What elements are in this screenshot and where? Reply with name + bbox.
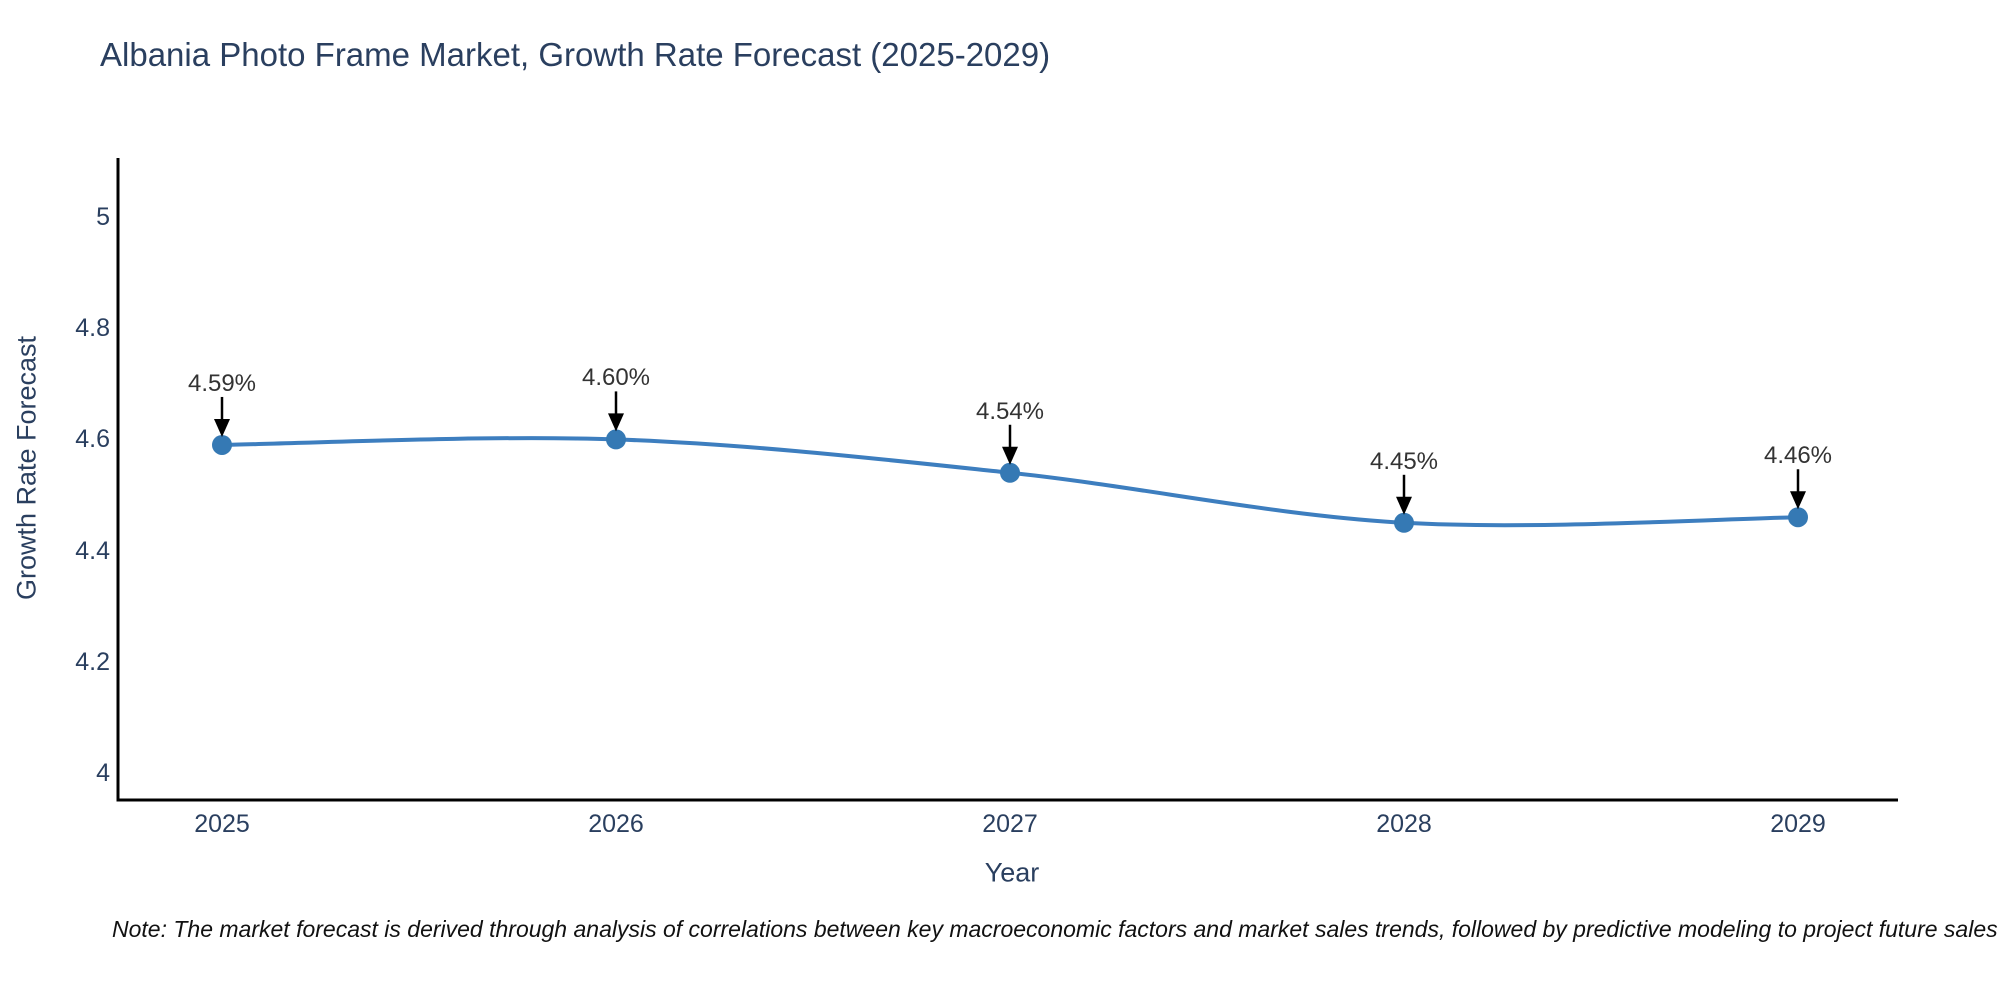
y-axis-tick-label: 4.8	[75, 314, 110, 343]
x-axis-tick-label: 2025	[194, 810, 250, 838]
point-value-label: 4.60%	[581, 364, 651, 392]
y-axis-tick-label: 5	[96, 203, 110, 231]
chart-footnote: Note: The market forecast is derived thr…	[112, 916, 1998, 942]
annotation-arrowhead-icon	[1396, 496, 1412, 515]
x-axis-title: Year	[984, 857, 1040, 888]
data-point[interactable]	[1788, 507, 1808, 528]
annotation-arrowhead-icon	[1790, 491, 1806, 510]
point-value-label: 4.59%	[187, 369, 257, 397]
data-point[interactable]	[1000, 462, 1020, 483]
annotation-arrowhead-icon	[608, 413, 624, 432]
annotation-arrowhead-icon	[1002, 446, 1018, 465]
data-point[interactable]	[212, 434, 232, 455]
data-point[interactable]	[1394, 512, 1414, 533]
x-axis-tick-label: 2029	[1770, 810, 1826, 838]
y-axis-tick-label: 4.2	[75, 647, 110, 676]
point-value-label: 4.46%	[1763, 442, 1833, 470]
x-axis-tick-label: 2028	[1376, 810, 1432, 838]
y-axis-tick-label: 4.6	[75, 425, 110, 454]
data-point[interactable]	[606, 429, 626, 450]
x-axis-tick-label: 2026	[588, 810, 644, 838]
annotation-arrowhead-icon	[214, 418, 230, 437]
y-axis-tick-label: 4.4	[75, 536, 110, 565]
y-axis-tick-label: 4	[96, 759, 110, 787]
x-axis-tick-label: 2027	[982, 810, 1038, 838]
chart-title: Albania Photo Frame Market, Growth Rate …	[100, 36, 1051, 73]
point-value-label: 4.45%	[1369, 447, 1439, 475]
point-value-label: 4.54%	[975, 397, 1045, 425]
